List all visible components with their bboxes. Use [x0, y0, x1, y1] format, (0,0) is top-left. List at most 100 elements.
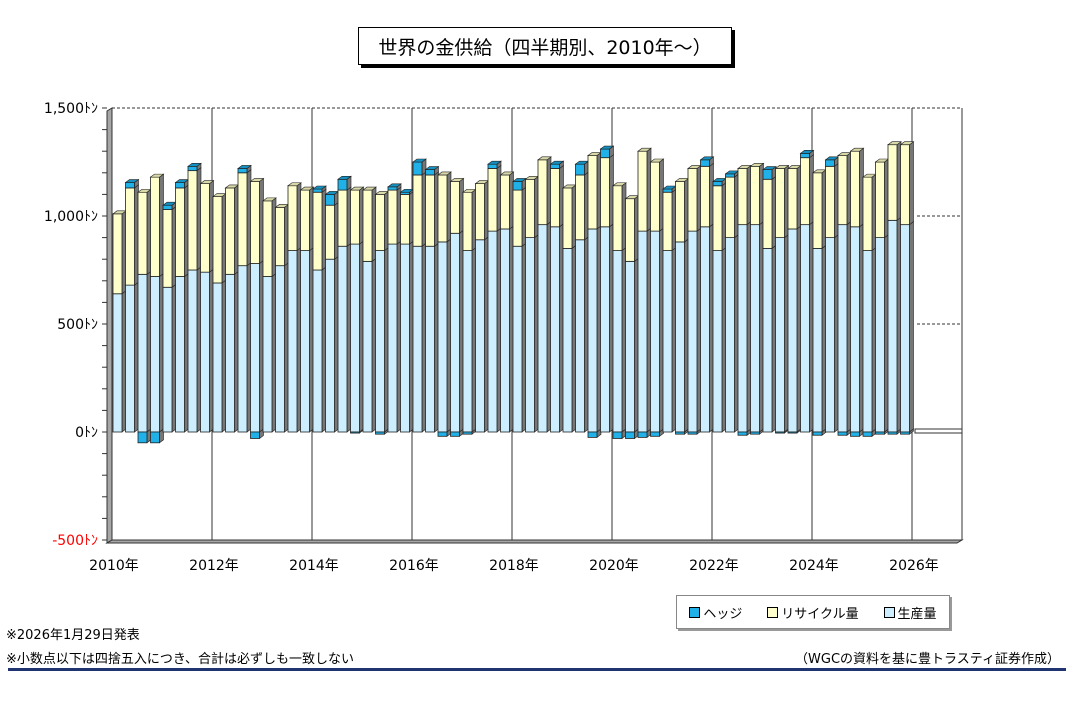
chart-title: 世界の金供給（四半期別、2010年～） [358, 27, 732, 65]
bar-recycling [362, 189, 373, 262]
bar-top-face [799, 150, 815, 154]
bar-production [400, 243, 410, 433]
bar-recycling [650, 161, 660, 232]
bar-production [437, 241, 448, 433]
bar-recycling [312, 191, 323, 271]
legend: ヘッジ リサイクル量 生産量 [676, 595, 950, 629]
bar-top-face [287, 182, 302, 187]
bar-production [900, 224, 910, 433]
bar-production [550, 226, 560, 433]
bar-hedge-negative [612, 431, 623, 439]
y-tick-label: 500ﾄﾝ [57, 317, 98, 333]
bar-hedge [725, 173, 735, 178]
bar-recycling [587, 155, 598, 230]
x-tick-label: 2022年 [689, 558, 739, 574]
bar-recycling [537, 159, 548, 226]
bar-production [750, 224, 760, 433]
bar-production [850, 226, 860, 433]
x-tick-label: 2014年 [289, 558, 339, 574]
bar-top-face [899, 141, 915, 146]
bar-hedge [512, 181, 523, 191]
bar-production [862, 250, 873, 433]
bar-recycling [475, 183, 485, 241]
bar-production [187, 269, 198, 433]
bar-hedge-negative [350, 431, 360, 434]
bar-recycling [800, 157, 810, 226]
y-tick-label: -500ﾄﾝ [52, 533, 98, 549]
bar-recycling [625, 198, 635, 262]
bar-top-face [649, 158, 665, 163]
bar-top-face [612, 182, 627, 187]
bar-production [650, 230, 660, 433]
bar-top-face [749, 163, 765, 167]
legend-swatch-production [883, 606, 895, 618]
bar-production [762, 247, 773, 433]
bar-hedge [325, 193, 335, 206]
bar-hedge-negative [862, 431, 873, 437]
bar-top-face [337, 175, 352, 180]
bar-production [462, 250, 473, 433]
bar-production [112, 293, 123, 433]
bar-recycling [775, 168, 785, 238]
legend-swatch-recycle [767, 606, 779, 618]
bar-top-face [387, 183, 402, 188]
bar-production [725, 237, 735, 433]
bar-production [325, 258, 335, 433]
legend-label-recycle: リサイクル量 [781, 606, 859, 622]
bar-production [700, 226, 710, 433]
bar-hedge [312, 188, 323, 193]
bar-hedge-negative [775, 431, 785, 434]
bar-production [875, 237, 885, 433]
bar-top-face [424, 166, 440, 170]
bar-recycling [487, 168, 498, 232]
legend-item-production: 生産量 [883, 603, 937, 622]
y-tick-label: 1,000ﾄﾝ [44, 209, 98, 225]
bar-hedge-negative [900, 431, 910, 435]
bar-production [287, 250, 298, 433]
bar-recycling [512, 189, 523, 247]
bar-recycling [150, 176, 160, 277]
bar-hedge [825, 159, 835, 167]
bar-recycling [662, 191, 673, 251]
bar-recycling [725, 176, 735, 238]
bar-top-face [762, 166, 777, 170]
bar-top-face [849, 147, 865, 152]
bar-recycling [675, 181, 685, 243]
bar-production [612, 250, 623, 433]
bar-top-face [149, 173, 165, 178]
bar-hedge-negative [737, 431, 748, 436]
bar-hedge-negative [750, 431, 760, 435]
bar-hedge [175, 182, 185, 189]
bar-hedge [550, 163, 560, 169]
bar-production [237, 265, 248, 433]
legend-item-recycle: リサイクル量 [767, 603, 859, 622]
bar-hedge-negative [250, 431, 260, 439]
bar-top-face [124, 179, 140, 183]
bar-hedge-negative [137, 431, 148, 444]
bar-recycling [887, 144, 898, 221]
bar-recycling [525, 178, 535, 238]
bar-production [450, 232, 460, 433]
bar-hedge-negative [787, 431, 798, 434]
bar-production [250, 263, 260, 433]
bar-top-face [449, 178, 465, 182]
chart-title-text: 世界の金供給（四半期別、2010年～） [378, 36, 712, 59]
bar-hedge-negative [437, 431, 448, 437]
bar-top-face [362, 186, 377, 191]
bar-production [737, 224, 748, 433]
bar-hedge [237, 168, 248, 174]
bar-production [825, 237, 835, 433]
bar-production [350, 243, 360, 433]
bar-top-face [262, 197, 277, 202]
bar-hedge [337, 178, 348, 191]
zero-baseline [914, 428, 963, 434]
bar-recycling [712, 185, 723, 251]
bar-production [587, 228, 598, 433]
bar-recycling [787, 168, 798, 230]
bar-recycling [862, 176, 873, 251]
bar-recycling [337, 189, 348, 247]
bar-hedge-negative [650, 431, 660, 437]
bar-hedge [600, 148, 610, 159]
bar-hedge-negative [462, 431, 473, 435]
bar-recycling [287, 185, 298, 251]
